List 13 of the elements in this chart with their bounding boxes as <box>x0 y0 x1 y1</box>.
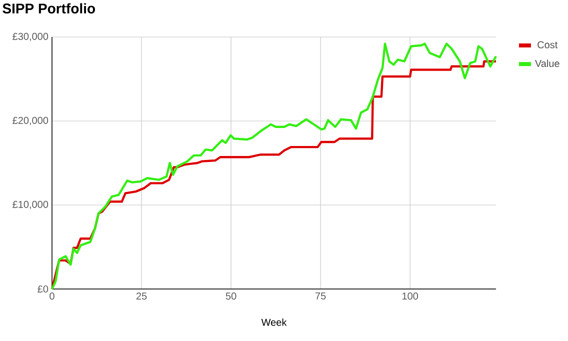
chart-title: SIPP Portfolio <box>2 3 95 14</box>
legend-label: Cost <box>538 41 558 48</box>
y-tick-label: £0 <box>38 285 48 293</box>
y-tick-label: £10,000 <box>12 200 48 210</box>
legend-label: Value <box>535 60 560 68</box>
x-tick-label: 75 <box>316 292 326 300</box>
x-tick-label: 25 <box>136 292 147 300</box>
x-tick-label: 0 <box>50 292 54 300</box>
y-tick-label: £20,000 <box>12 116 48 126</box>
y-tick-label: £30,000 <box>12 32 48 42</box>
x-tick-label: 100 <box>402 292 418 300</box>
x-tick-label: 50 <box>226 292 236 300</box>
x-axis-title: Week <box>261 318 287 326</box>
